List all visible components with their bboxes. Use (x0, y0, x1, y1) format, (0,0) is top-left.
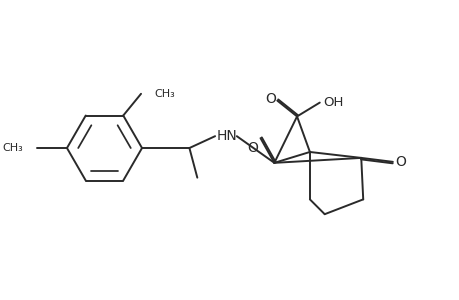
Text: O: O (264, 92, 275, 106)
Text: O: O (246, 141, 257, 155)
Text: CH₃: CH₃ (3, 143, 23, 153)
Text: OH: OH (323, 96, 343, 109)
Text: HN: HN (216, 129, 237, 143)
Text: CH₃: CH₃ (155, 89, 175, 99)
Text: O: O (394, 155, 405, 169)
